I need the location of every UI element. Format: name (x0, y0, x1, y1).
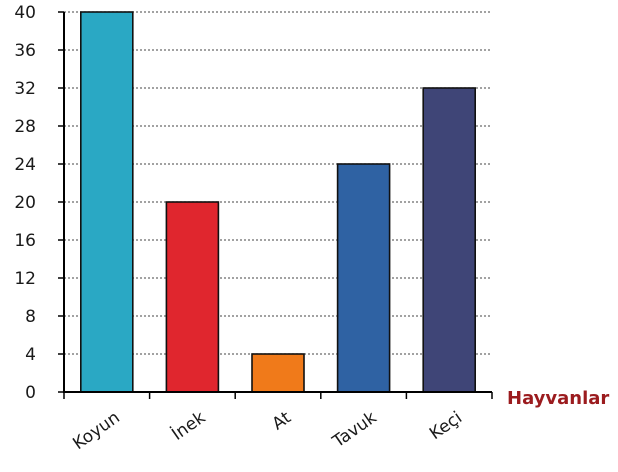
x-tick-label: Koyun (69, 408, 123, 454)
x-tick-labels: Koyun İnek At Tavuk Keçi (63, 392, 493, 454)
y-tick-label: 24 (14, 155, 36, 175)
x-tick-label: Tavuk (328, 408, 380, 453)
y-tick-label: 32 (14, 79, 36, 99)
grid-lines (64, 11, 492, 355)
bars (80, 11, 477, 393)
bar-2 (165, 201, 220, 393)
x-axis-label: Hayvanlar (507, 388, 609, 409)
bar-4 (336, 163, 391, 393)
y-tick-label: 4 (25, 345, 36, 365)
x-tick-label: Keçi (426, 408, 466, 444)
y-tick-label: 36 (14, 41, 36, 61)
bar-3 (251, 353, 305, 393)
y-tick-label: 28 (14, 117, 36, 137)
y-tick-label: 20 (14, 193, 36, 213)
x-tick-label: İnek (168, 407, 210, 445)
y-tick-label: 12 (14, 269, 36, 289)
y-tick-label: 16 (14, 231, 36, 251)
bar-1 (80, 11, 134, 393)
y-tick-label: 0 (25, 383, 36, 403)
y-tick-label: 8 (25, 307, 36, 327)
y-tick-labels: 0 4 8 12 16 20 24 28 32 36 40 (14, 3, 64, 403)
x-tick-label: At (269, 408, 295, 435)
bar-5 (422, 87, 477, 393)
y-tick-label: 40 (14, 3, 36, 23)
